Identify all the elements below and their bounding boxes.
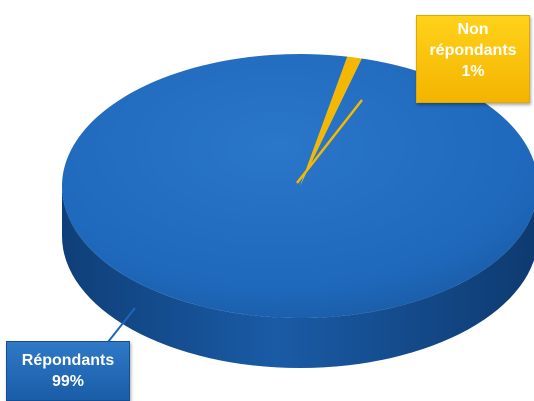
label-rep-percent: 99%	[51, 373, 85, 390]
label-non-line2: répondants	[429, 42, 517, 59]
leader-line-non-repondants	[296, 99, 363, 184]
pie-side-wall	[62, 186, 534, 368]
data-label-non-repondants: Non répondants 1%	[416, 15, 530, 103]
label-non-line1: Non	[457, 21, 489, 38]
pie-slice-repondants	[62, 54, 534, 318]
data-label-repondants: Répondants 99%	[6, 341, 130, 401]
pie-slice-non-repondants	[300, 56, 362, 186]
leader-line-repondants	[107, 307, 136, 343]
label-rep-name: Répondants	[21, 352, 115, 369]
label-non-percent: 1%	[461, 63, 485, 80]
